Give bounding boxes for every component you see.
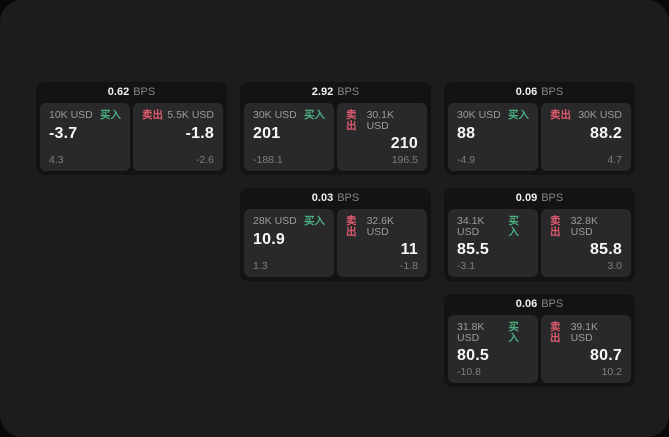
- buy-label: 买入: [508, 109, 529, 121]
- buy-label: 买入: [508, 215, 519, 238]
- sell-label: 卖出: [550, 215, 561, 238]
- bps-unit-label: BPS: [133, 86, 156, 98]
- bps-unit-label: BPS: [337, 192, 360, 204]
- sell-label: 卖出: [550, 321, 561, 344]
- sell-delta: 4.7: [607, 153, 622, 166]
- sell-tile[interactable]: 卖出 5.5K USD -1.8 -2.6: [133, 103, 223, 171]
- sell-delta: 10.2: [601, 365, 622, 378]
- bps-header: 0.06 BPS: [448, 294, 631, 315]
- buy-tile[interactable]: 28K USD 买入 10.9 1.3: [244, 209, 334, 277]
- buy-tile[interactable]: 30K USD 买入 201 -188.1: [244, 103, 334, 171]
- buy-price: 201: [253, 124, 281, 142]
- buy-tile[interactable]: 10K USD 买入 -3.7 4.3: [40, 103, 130, 171]
- bps-value: 2.92: [311, 86, 334, 98]
- quote-card-3: 0.06 BPS 30K USD 买入 88 -4.9 卖出 30K USD 8…: [444, 82, 635, 175]
- bps-header: 0.06 BPS: [448, 82, 631, 103]
- buy-amount: 30K USD: [253, 109, 297, 121]
- sell-delta: 3.0: [607, 259, 622, 272]
- sell-amount: 32.6K USD: [366, 215, 395, 238]
- sell-delta: -1.8: [399, 259, 418, 272]
- sell-label: 卖出: [346, 215, 357, 238]
- bps-header: 0.09 BPS: [448, 188, 631, 209]
- sell-delta: 196.5: [391, 153, 418, 166]
- sell-price: 11: [400, 241, 418, 258]
- sell-tile[interactable]: 卖出 30K USD 88.2 4.7: [541, 103, 631, 171]
- quote-card-6: 0.06 BPS 31.8K USD 买入 80.5 -10.8 卖出 39.1…: [444, 294, 635, 387]
- buy-price: 80.5: [457, 347, 489, 364]
- quote-card-1: 0.62 BPS 10K USD 买入 -3.7 4.3 卖出 5.5K USD…: [36, 82, 227, 175]
- sell-label: 卖出: [346, 109, 357, 132]
- sell-amount: 5.5K USD: [167, 109, 214, 121]
- bps-header: 0.62 BPS: [40, 82, 223, 103]
- sell-label: 卖出: [550, 109, 571, 121]
- sell-price: -1.8: [185, 124, 214, 142]
- bps-value: 0.09: [515, 192, 538, 204]
- buy-label: 买入: [508, 321, 519, 344]
- buy-price: 10.9: [253, 230, 285, 248]
- sell-label: 卖出: [142, 109, 163, 121]
- quote-card-2: 2.92 BPS 30K USD 买入 201 -188.1 卖出 30.1K …: [240, 82, 431, 175]
- sell-tile[interactable]: 卖出 30.1K USD 210 196.5: [337, 103, 427, 171]
- buy-label: 买入: [304, 109, 325, 121]
- sell-amount: 39.1K USD: [570, 321, 599, 344]
- sell-amount: 32.8K USD: [570, 215, 599, 238]
- buy-amount: 10K USD: [49, 109, 93, 121]
- buy-amount: 30K USD: [457, 109, 501, 121]
- sell-delta: -2.6: [195, 153, 214, 166]
- buy-label: 买入: [100, 109, 121, 121]
- bps-unit-label: BPS: [541, 86, 564, 98]
- sell-price: 80.7: [590, 347, 622, 364]
- buy-amount: 28K USD: [253, 215, 297, 227]
- quote-card-4: 0.03 BPS 28K USD 买入 10.9 1.3 卖出 32.6K US…: [240, 188, 431, 281]
- buy-price: 85.5: [457, 241, 489, 258]
- buy-tile[interactable]: 34.1K USD 买入 85.5 -3.1: [448, 209, 538, 277]
- buy-delta: -188.1: [253, 153, 283, 166]
- bps-unit-label: BPS: [541, 298, 564, 310]
- buy-price: 88: [457, 124, 476, 142]
- bps-header: 0.03 BPS: [244, 188, 427, 209]
- bps-value: 0.03: [311, 192, 334, 204]
- buy-price: -3.7: [49, 124, 78, 142]
- bps-header: 2.92 BPS: [244, 82, 427, 103]
- sell-price: 85.8: [590, 241, 622, 258]
- sell-amount: 30.1K USD: [366, 109, 395, 132]
- buy-delta: -4.9: [457, 153, 476, 166]
- buy-delta: 1.3: [253, 259, 268, 272]
- sell-price: 210: [390, 135, 418, 152]
- sell-amount: 30K USD: [578, 109, 622, 121]
- bps-value: 0.06: [515, 298, 538, 310]
- bps-unit-label: BPS: [541, 192, 564, 204]
- buy-tile[interactable]: 30K USD 买入 88 -4.9: [448, 103, 538, 171]
- sell-tile[interactable]: 卖出 39.1K USD 80.7 10.2: [541, 315, 631, 383]
- buy-label: 买入: [304, 215, 325, 227]
- buy-delta: -3.1: [457, 259, 476, 272]
- bps-value: 0.62: [107, 86, 130, 98]
- bps-unit-label: BPS: [337, 86, 360, 98]
- bps-value: 0.06: [515, 86, 538, 98]
- buy-amount: 34.1K USD: [457, 215, 485, 238]
- buy-tile[interactable]: 31.8K USD 买入 80.5 -10.8: [448, 315, 538, 383]
- buy-delta: -10.8: [457, 365, 481, 378]
- buy-delta: 4.3: [49, 153, 64, 166]
- buy-amount: 31.8K USD: [457, 321, 485, 344]
- quote-card-5: 0.09 BPS 34.1K USD 买入 85.5 -3.1 卖出 32.8K…: [444, 188, 635, 281]
- sell-tile[interactable]: 卖出 32.6K USD 11 -1.8: [337, 209, 427, 277]
- sell-price: 88.2: [590, 124, 622, 142]
- sell-tile[interactable]: 卖出 32.8K USD 85.8 3.0: [541, 209, 631, 277]
